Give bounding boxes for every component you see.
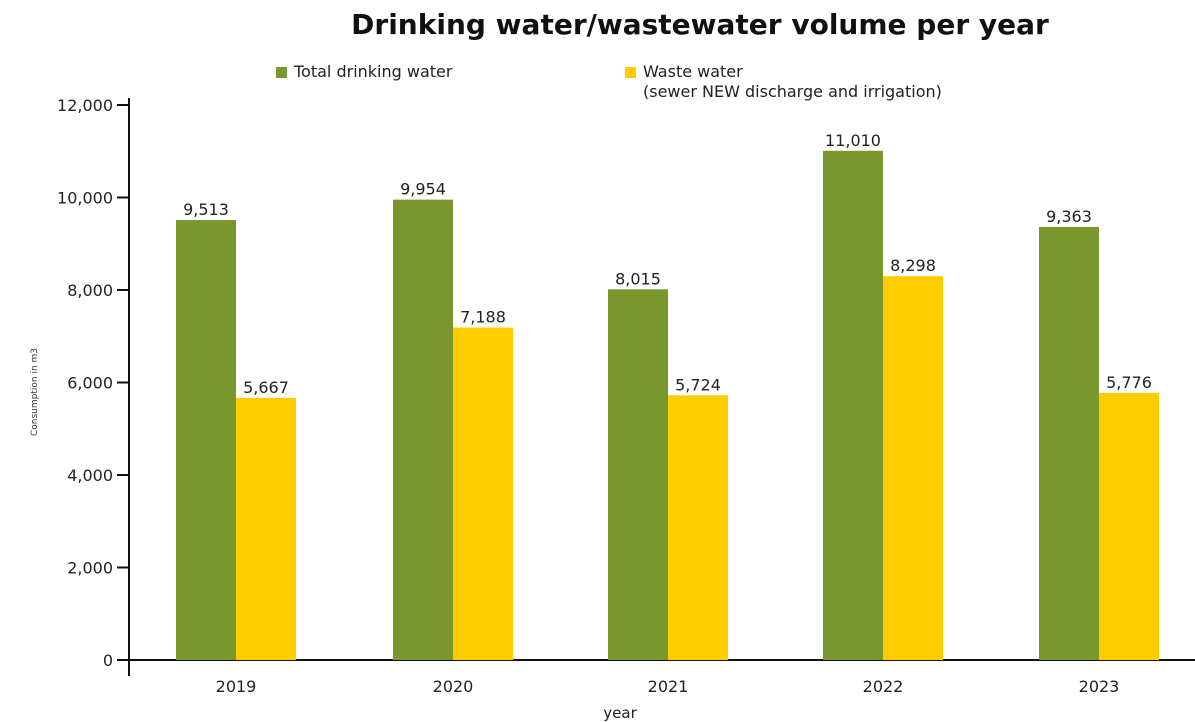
legend-label-waste-water: Waste water (sewer NEW discharge and irr… bbox=[643, 62, 942, 102]
y-tick-label: 4,000 bbox=[67, 466, 113, 485]
x-tick-label: 2021 bbox=[648, 677, 689, 696]
legend-label-waste-water-main: Waste water bbox=[643, 62, 743, 81]
x-tick-label: 2019 bbox=[216, 677, 257, 696]
data-label-waste-water: 8,298 bbox=[890, 256, 936, 275]
y-tick-label: 2,000 bbox=[67, 559, 113, 578]
legend-label-waste-water-sub: (sewer NEW discharge and irrigation) bbox=[643, 82, 942, 101]
data-label-waste-water: 5,724 bbox=[675, 375, 721, 394]
data-label-waste-water: 5,776 bbox=[1106, 373, 1152, 392]
x-tick-label: 2020 bbox=[433, 677, 474, 696]
legend: Total drinking water Waste water (sewer … bbox=[0, 62, 1195, 112]
data-label-waste-water: 5,667 bbox=[243, 378, 289, 397]
y-axis-title: Consumption in m3 bbox=[30, 348, 40, 436]
bar-total-drinking-water bbox=[608, 289, 668, 660]
bar-total-drinking-water bbox=[393, 199, 453, 660]
data-label-total-drinking-water: 9,363 bbox=[1046, 207, 1092, 226]
x-tick-label: 2022 bbox=[863, 677, 904, 696]
bar-waste-water bbox=[236, 397, 296, 660]
data-label-total-drinking-water: 11,010 bbox=[825, 131, 881, 150]
data-label-total-drinking-water: 9,513 bbox=[183, 200, 229, 219]
x-axis-title: year bbox=[603, 704, 637, 722]
y-tick-label: 12,000 bbox=[57, 96, 113, 115]
y-tick-label: 0 bbox=[103, 651, 113, 670]
bar-total-drinking-water bbox=[176, 220, 236, 660]
legend-swatch-total-drinking-water bbox=[276, 67, 287, 78]
bar-waste-water bbox=[1099, 392, 1159, 660]
bars bbox=[176, 150, 1159, 660]
data-labels: 9,513 9,954 8,015 11,010 9,363 5,667 7,188 5,72… bbox=[183, 131, 1152, 397]
y-tick-label: 6,000 bbox=[67, 374, 113, 393]
bar-waste-water bbox=[883, 276, 943, 660]
data-label-waste-water: 7,188 bbox=[460, 308, 506, 327]
bar-total-drinking-water bbox=[1039, 226, 1099, 660]
chart-title: Drinking water/wastewater volume per yea… bbox=[351, 8, 1049, 41]
bar-waste-water bbox=[668, 395, 728, 660]
legend-label-total-drinking-water: Total drinking water bbox=[294, 62, 453, 81]
bar-waste-water bbox=[453, 327, 513, 660]
y-tick-label: 8,000 bbox=[67, 281, 113, 300]
legend-item-total-drinking-water: Total drinking water bbox=[276, 62, 452, 82]
legend-item-waste-water: Waste water (sewer NEW discharge and irr… bbox=[625, 62, 942, 102]
legend-swatch-waste-water bbox=[625, 67, 636, 78]
y-tick-label: 10,000 bbox=[57, 189, 113, 208]
bar-total-drinking-water bbox=[823, 150, 883, 660]
data-label-total-drinking-water: 8,015 bbox=[615, 269, 661, 288]
data-label-total-drinking-water: 9,954 bbox=[400, 180, 446, 199]
x-tick-label: 2023 bbox=[1079, 677, 1120, 696]
